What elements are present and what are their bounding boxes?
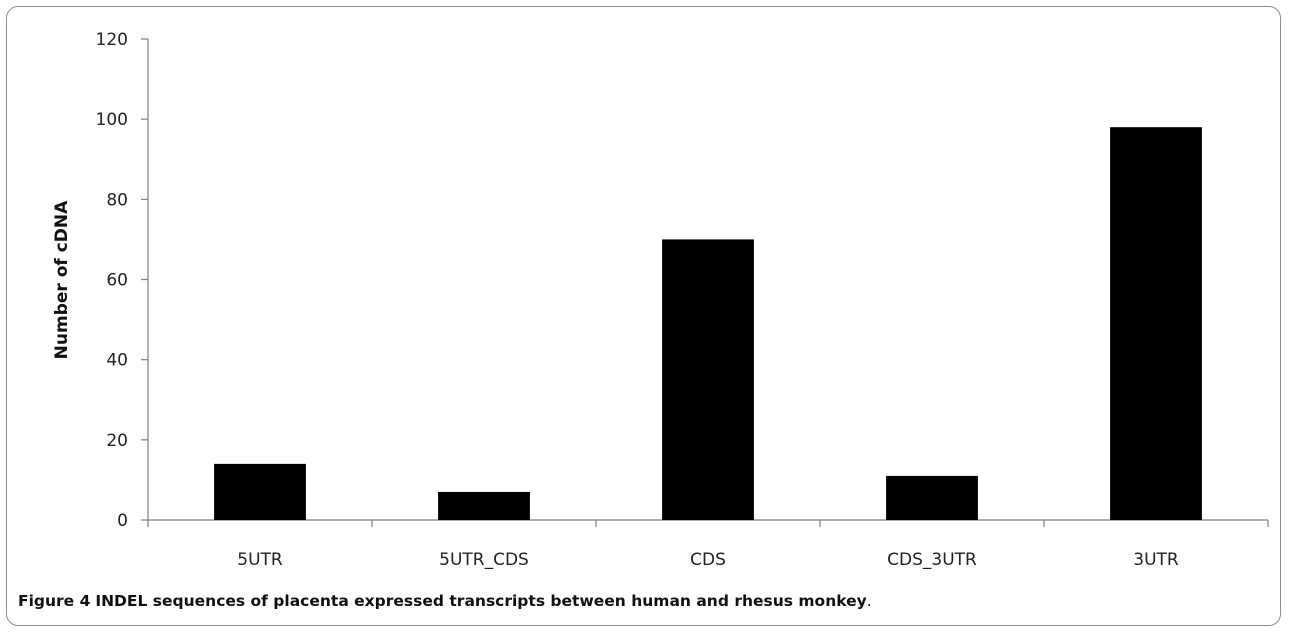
caption-end: . <box>866 592 872 610</box>
figure-number: Figure 4 <box>18 592 91 610</box>
y-axis-label: Number of cDNA <box>52 200 72 359</box>
x-tick-label: CDS_3UTR <box>887 550 977 570</box>
bars <box>214 127 1202 520</box>
figure-caption: Figure 4 INDEL sequences of placenta exp… <box>18 592 872 610</box>
bar-cds-3utr <box>886 475 978 520</box>
y-tick-label: 20 <box>106 431 128 451</box>
x-tick-label: CDS <box>690 550 726 570</box>
y-tick-label: 0 <box>117 511 128 531</box>
y-axis: 0 20 40 60 80 100 120 <box>96 30 149 531</box>
figure-title: INDEL sequences of placenta expressed tr… <box>95 592 867 610</box>
y-tick-label: 60 <box>106 271 128 291</box>
bar-5utr-cds <box>438 491 530 520</box>
x-axis: 5UTR 5UTR_CDS CDS CDS_3UTR 3UTR <box>147 519 1269 570</box>
bar-5utr <box>214 463 306 520</box>
y-tick-label: 100 <box>96 110 128 130</box>
figure-frame <box>6 6 1281 626</box>
x-tick-label: 3UTR <box>1133 550 1179 570</box>
y-tick-label: 40 <box>106 351 128 371</box>
x-tick-label: 5UTR_CDS <box>439 550 529 570</box>
bar-3utr <box>1110 127 1202 520</box>
y-tick-label: 80 <box>106 190 128 210</box>
bar-cds <box>662 239 754 520</box>
x-tick-label: 5UTR <box>237 550 283 570</box>
y-tick-label: 120 <box>96 30 128 50</box>
